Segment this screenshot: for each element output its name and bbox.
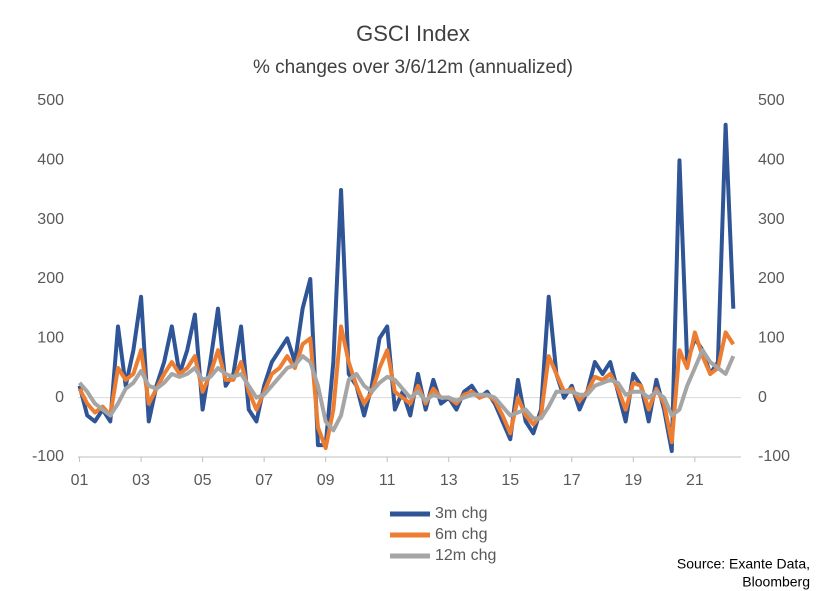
y-tick-label: 0 xyxy=(55,389,64,406)
x-tick-label: 09 xyxy=(317,472,335,489)
chart-subtitle: % changes over 3/6/12m (annualized) xyxy=(253,57,573,78)
y-tick-label: 400 xyxy=(37,152,64,169)
y2-tick-label: 200 xyxy=(758,270,785,287)
x-tick-label: 11 xyxy=(379,472,396,489)
legend-label: 12m chg xyxy=(435,547,496,564)
y-tick-label: 200 xyxy=(37,270,64,287)
series-line xyxy=(77,324,735,451)
y2-tick-label: 0 xyxy=(758,389,767,406)
y-tick-label: -100 xyxy=(32,448,64,465)
source: Bloomberg xyxy=(742,574,810,590)
x-tick-label: 21 xyxy=(686,472,704,489)
y2-tick-label: 300 xyxy=(758,211,785,228)
x-tick-label: 01 xyxy=(71,472,89,489)
series-line xyxy=(77,122,736,454)
x-tick-label: 19 xyxy=(624,472,642,489)
x-tick-label: 13 xyxy=(440,472,458,489)
x-tick-label: 15 xyxy=(501,472,519,489)
source: Source: Exante Data, xyxy=(677,556,810,572)
x-tick-label: 05 xyxy=(194,472,212,489)
y2-tick-label: -100 xyxy=(758,448,790,465)
x-tick-label: 17 xyxy=(563,472,581,489)
series-line xyxy=(78,348,736,433)
x-tick-label: 07 xyxy=(255,472,273,489)
legend-label: 3m chg xyxy=(435,505,487,522)
legend-label: 6m chg xyxy=(435,526,487,543)
y2-tick-label: 500 xyxy=(758,92,785,109)
chart-title: GSCI Index xyxy=(356,21,470,46)
y2-tick-label: 100 xyxy=(758,330,785,347)
y-tick-label: 500 xyxy=(37,92,64,109)
y-tick-label: 300 xyxy=(37,211,64,228)
y2-tick-label: 400 xyxy=(758,152,785,169)
x-tick-label: 03 xyxy=(132,472,150,489)
y-tick-label: 100 xyxy=(37,330,64,347)
